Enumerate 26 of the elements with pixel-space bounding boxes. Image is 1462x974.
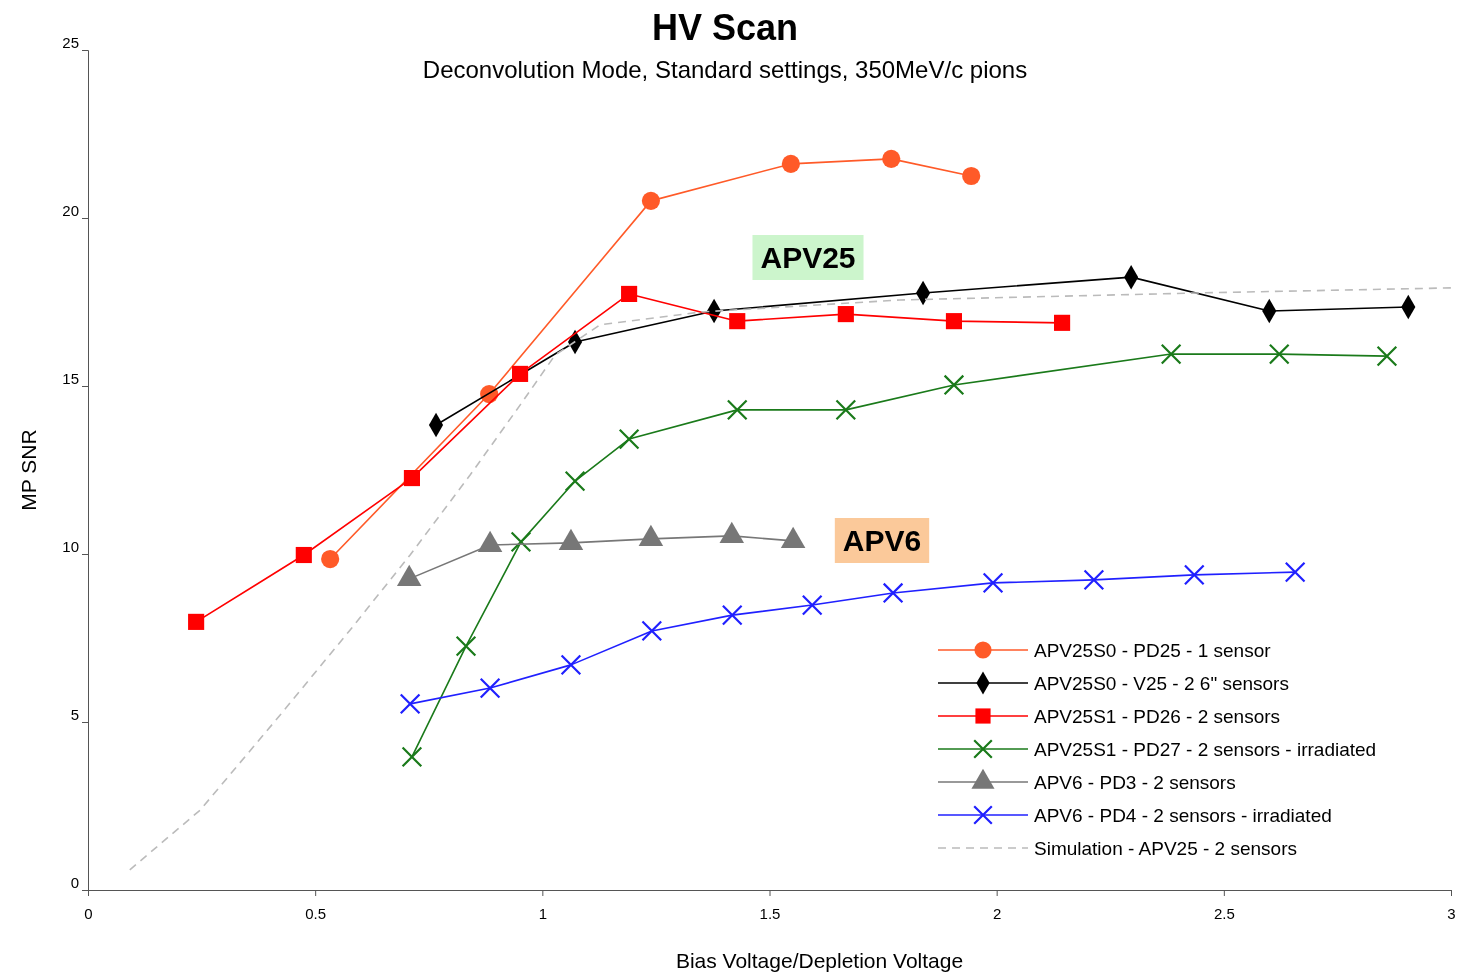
y-tick-label: 25 (62, 33, 79, 51)
annotation: APV6 (842, 524, 922, 557)
y-tick-label: 5 (70, 705, 79, 723)
x-tick-label: 1 (538, 904, 548, 922)
legend-label: APV25S0 - V25 - 2 6" sensors (1034, 673, 1289, 694)
legend-label: APV25S1 - PD27 - 2 sensors - irradiated (1034, 739, 1377, 760)
x-tick-label: 0 (84, 904, 93, 922)
x-tick-label: 1.5 (759, 904, 781, 922)
x-tick-label: 3 (1447, 904, 1456, 922)
y-tick-label: 20 (62, 201, 79, 219)
y-tick-label: 10 (62, 537, 79, 555)
legend-label: APV25S1 - PD26 - 2 sensors (1034, 706, 1281, 727)
x-axis-title: Bias Voltage/Depletion Voltage (675, 949, 964, 972)
y-tick-label: 15 (62, 369, 79, 387)
x-tick-label: 0.5 (305, 904, 327, 922)
chart-title: HV Scan (651, 7, 799, 48)
y-tick-label: 0 (70, 873, 79, 891)
legend-label: APV6 - PD3 - 2 sensors (1034, 772, 1236, 793)
x-tick-label: 2 (992, 904, 1002, 922)
legend-label: Simulation - APV25 - 2 sensors (1034, 838, 1297, 859)
chart-subtitle: Deconvolution Mode, Standard settings, 350MeV/c pions (422, 56, 1028, 83)
legend-label: APV25S0 - PD25 - 1 sensor (1034, 640, 1272, 661)
y-axis-title: MP SNR (17, 429, 40, 511)
annotation: APV25 (760, 241, 856, 274)
x-tick-label: 2.5 (1213, 904, 1235, 922)
legend-label: APV6 - PD4 - 2 sensors - irradiated (1034, 805, 1332, 826)
